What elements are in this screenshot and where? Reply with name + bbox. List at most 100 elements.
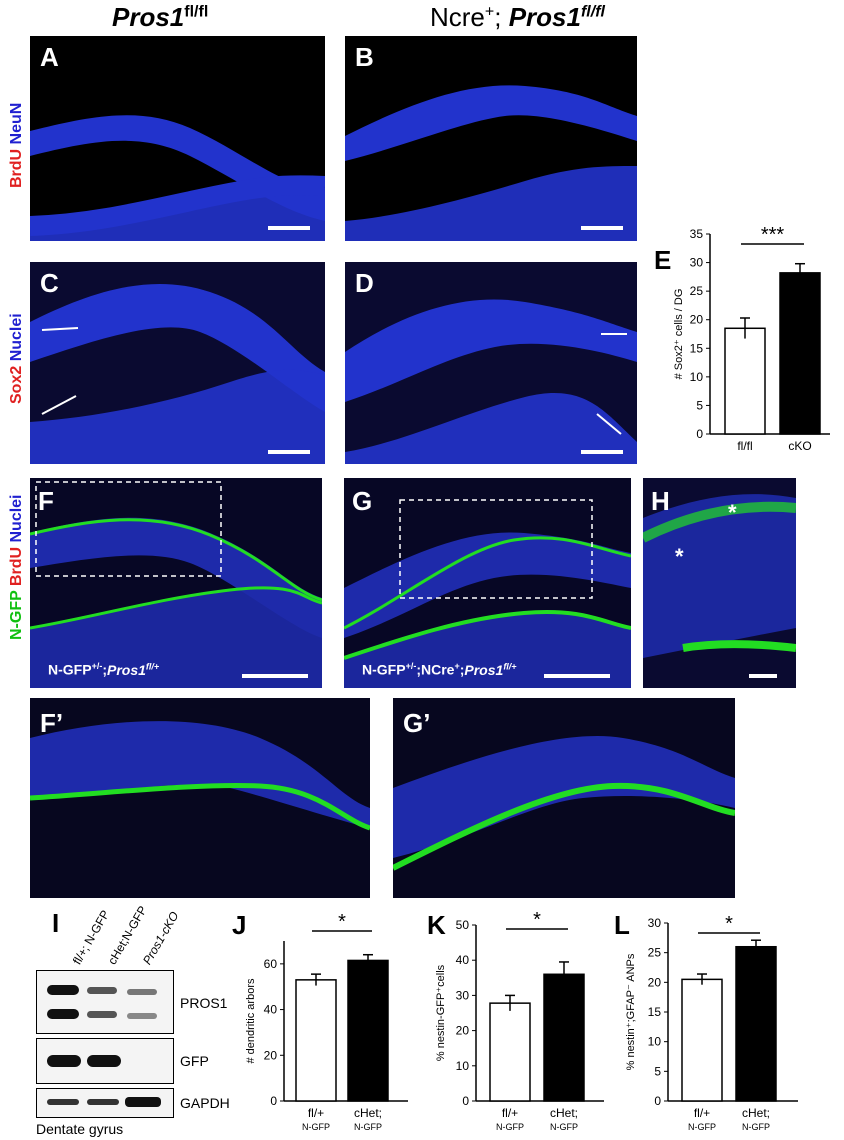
bar bbox=[543, 973, 585, 1102]
y-tick-label: 20 bbox=[690, 313, 704, 327]
genotype-label-f: N-GFP+/-;Pros1fl/+ bbox=[48, 661, 160, 678]
blot-box-pros1 bbox=[36, 970, 174, 1034]
scale-bar bbox=[242, 674, 308, 678]
lane-label: Pros1-cKO bbox=[140, 909, 182, 967]
y-tick-label: 15 bbox=[648, 1005, 662, 1019]
y-tick-label: 15 bbox=[690, 341, 704, 355]
x-tick-label: fl/fl bbox=[737, 439, 752, 453]
x-tick-sublabel: N-GFP bbox=[302, 1122, 330, 1132]
y-tick-label: 50 bbox=[456, 918, 470, 932]
y-axis-label: # Sox2⁺ cells / DG bbox=[673, 289, 685, 380]
y-tick-label: 25 bbox=[648, 946, 662, 960]
asterisk-mark: * bbox=[728, 500, 737, 525]
x-tick-sublabel: N-GFP bbox=[688, 1122, 716, 1132]
y-tick-label: 20 bbox=[648, 975, 662, 989]
micrograph-panel-h: H * * bbox=[643, 478, 796, 688]
panel-label-f-prime: F’ bbox=[40, 708, 64, 738]
panel-label-k: K bbox=[427, 910, 446, 940]
y-tick-label: 60 bbox=[264, 957, 278, 971]
row-label-sox2-nuclei: Sox2 Nuclei bbox=[8, 313, 25, 404]
panel-label-j: J bbox=[232, 910, 247, 940]
panel-label-g: G bbox=[352, 486, 373, 516]
band-label: PROS1 bbox=[180, 995, 228, 1011]
bar bbox=[681, 978, 723, 1102]
x-tick-sublabel: N-GFP bbox=[496, 1122, 524, 1132]
bar-chart-e: 0 5 10 15 20 25 30 35 # Sox2⁺ cells / DG fl/fl cKO… bbox=[673, 224, 830, 453]
x-tick-label: fl/+ bbox=[502, 1106, 518, 1120]
column-title-control: Pros1fl/fl bbox=[112, 2, 209, 32]
blot-box-gfp bbox=[36, 1038, 174, 1084]
row-label-brdu-neun: BrdU NeuN bbox=[8, 102, 25, 188]
western-blot: fl/+; N-GFP cHet;N-GFP Pros1-cKO PROS1 G… bbox=[30, 903, 260, 1140]
x-tick-sublabel: N-GFP bbox=[354, 1122, 382, 1132]
x-tick-sublabel: N-GFP bbox=[550, 1122, 578, 1132]
scale-bar bbox=[268, 450, 310, 454]
significance-marker: * bbox=[338, 911, 346, 933]
y-tick-label: 10 bbox=[456, 1059, 470, 1073]
y-tick-label: 30 bbox=[456, 988, 470, 1002]
x-tick-label: fl/+ bbox=[308, 1106, 324, 1120]
micrograph-panel-c: C bbox=[30, 262, 325, 464]
panel-label-b: B bbox=[355, 42, 374, 72]
bar-chart-k: 0 10 20 30 40 50 % nestin-GFP⁺cells fl/+ N-GFP cH… bbox=[435, 909, 604, 1132]
bar-chart-l: 0 5 10 15 20 25 30 % nestin⁺;GFAP⁻ ANPs fl/+ N-GF… bbox=[625, 913, 798, 1132]
bar bbox=[779, 272, 821, 435]
y-axis-label: % nestin⁺;GFAP⁻ ANPs bbox=[625, 953, 637, 1070]
band-label: GAPDH bbox=[180, 1095, 230, 1111]
micrograph-panel-f: F N-GFP+/-;Pros1fl/+ bbox=[30, 478, 322, 688]
panel-label-g-prime: G’ bbox=[403, 708, 431, 738]
bar bbox=[295, 979, 337, 1102]
panel-label-d: D bbox=[355, 268, 374, 298]
panel-label-i: I bbox=[52, 908, 60, 938]
y-tick-label: 30 bbox=[648, 916, 662, 930]
y-tick-label: 20 bbox=[264, 1048, 278, 1062]
bar bbox=[347, 959, 389, 1102]
bar bbox=[724, 327, 766, 435]
bar-chart-j: 0 20 40 60 # dendritic arbors fl/+ N-GFP cHet; N… bbox=[245, 911, 408, 1132]
y-tick-label: 40 bbox=[456, 953, 470, 967]
scale-bar bbox=[581, 450, 623, 454]
micrograph-panel-g: G N-GFP+/-;NCre+;Pros1fl/+ bbox=[344, 478, 631, 688]
y-tick-label: 35 bbox=[690, 227, 704, 241]
y-tick-label: 5 bbox=[654, 1064, 661, 1078]
column-title-cko: Ncre+; Pros1fl/fl bbox=[430, 2, 605, 32]
significance-marker: * bbox=[725, 913, 733, 935]
panel-label-e: E bbox=[654, 245, 672, 275]
x-tick-label: fl/+ bbox=[694, 1106, 710, 1120]
x-tick-sublabel: N-GFP bbox=[742, 1122, 770, 1132]
scale-bar bbox=[544, 674, 610, 678]
x-tick-label: cHet; bbox=[550, 1106, 578, 1120]
blot-footer: Dentate gyrus bbox=[36, 1121, 124, 1137]
panel-label-h: H bbox=[651, 486, 670, 516]
y-axis-label: # dendritic arbors bbox=[245, 978, 257, 1063]
panel-label-f: F bbox=[38, 486, 54, 516]
significance-marker: *** bbox=[761, 224, 785, 246]
band-label: GFP bbox=[180, 1053, 209, 1069]
scale-bar bbox=[268, 226, 310, 230]
asterisk-mark: * bbox=[675, 544, 684, 569]
scale-bar bbox=[749, 674, 777, 678]
y-tick-label: 25 bbox=[690, 284, 704, 298]
micrograph-panel-b: B bbox=[345, 36, 637, 241]
panel-label-c: C bbox=[40, 268, 59, 298]
micrograph-panel-g-prime: G’ bbox=[393, 698, 735, 898]
y-tick-label: 5 bbox=[696, 398, 703, 412]
x-tick-label: cHet; bbox=[354, 1106, 382, 1120]
y-tick-label: 0 bbox=[270, 1094, 277, 1108]
significance-marker: * bbox=[533, 909, 541, 931]
x-tick-label: cKO bbox=[788, 439, 811, 453]
y-tick-label: 0 bbox=[696, 427, 703, 441]
blot-box-gapdh bbox=[36, 1088, 174, 1118]
micrograph-panel-d: D bbox=[345, 262, 637, 464]
micrograph-panel-f-prime: F’ bbox=[30, 698, 370, 898]
y-tick-label: 30 bbox=[690, 256, 704, 270]
micrograph-panel-a: A bbox=[30, 36, 325, 241]
x-tick-label: cHet; bbox=[742, 1106, 770, 1120]
y-tick-label: 0 bbox=[654, 1094, 661, 1108]
y-tick-label: 0 bbox=[462, 1094, 469, 1108]
y-tick-label: 10 bbox=[648, 1035, 662, 1049]
genotype-label-g: N-GFP+/-;NCre+;Pros1fl/+ bbox=[362, 661, 517, 678]
panel-label-a: A bbox=[40, 42, 59, 72]
y-tick-label: 20 bbox=[456, 1024, 470, 1038]
y-tick-label: 40 bbox=[264, 1003, 278, 1017]
